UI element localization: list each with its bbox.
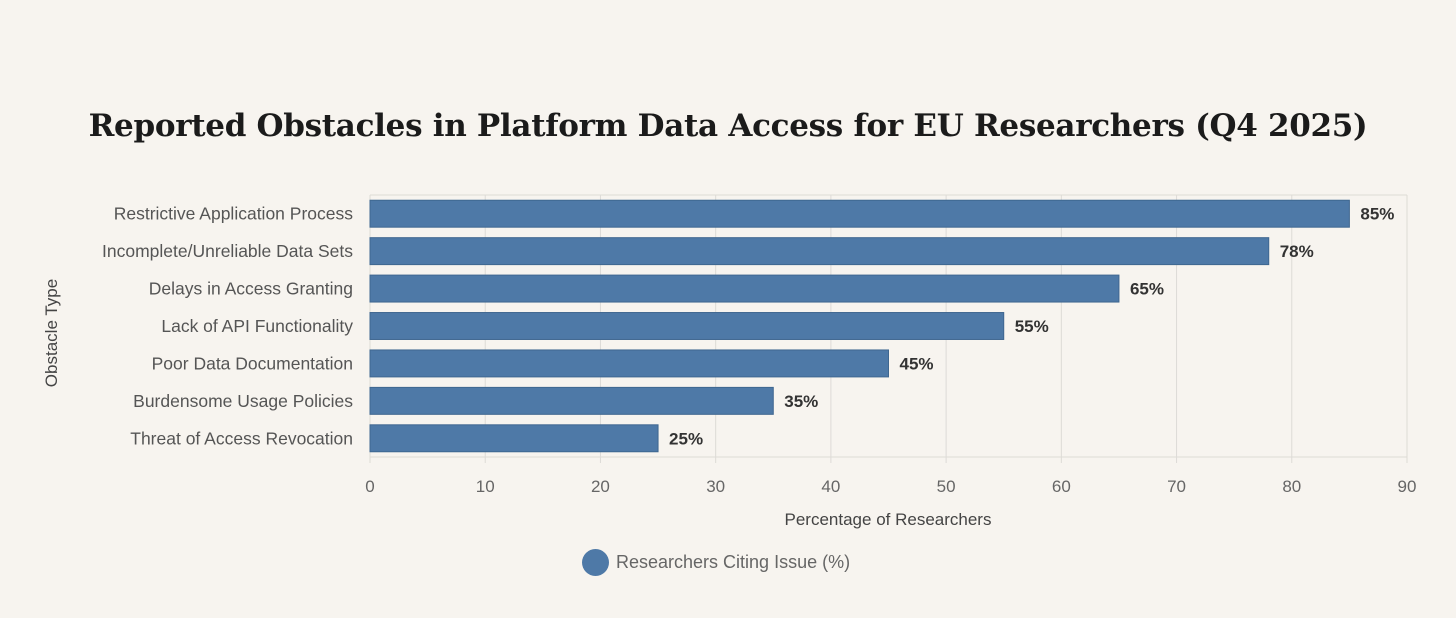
x-tick-label: 80 (1282, 477, 1301, 496)
x-tick-label: 70 (1167, 477, 1186, 496)
y-category-label: Lack of API Functionality (161, 316, 353, 336)
data-label: 85% (1360, 205, 1394, 224)
y-category-label: Poor Data Documentation (152, 353, 353, 373)
bar[interactable] (369, 424, 659, 453)
y-category-label: Incomplete/Unreliable Data Sets (102, 241, 353, 261)
bar[interactable] (369, 237, 1270, 266)
legend-swatch-icon (582, 548, 609, 576)
legend[interactable]: Researchers Citing Issue (%) (582, 547, 850, 577)
y-axis-title: Obstacle Type (42, 279, 61, 387)
data-label: 45% (900, 354, 934, 373)
x-tick-label: 30 (706, 477, 725, 496)
x-tick-label: 60 (1052, 477, 1071, 496)
chart-title: Reported Obstacles in Platform Data Acce… (88, 108, 1368, 144)
y-category-label: Delays in Access Granting (149, 279, 353, 299)
data-label: 35% (784, 392, 818, 411)
bar[interactable] (369, 199, 1350, 228)
x-tick-label: 90 (1398, 477, 1417, 496)
data-label: 55% (1015, 317, 1049, 336)
bar[interactable] (369, 312, 1005, 340)
y-category-label: Threat of Access Revocation (130, 428, 353, 448)
bar[interactable] (369, 274, 1120, 303)
x-tick-label: 40 (821, 477, 840, 496)
data-label: 25% (669, 429, 703, 448)
data-label: 65% (1130, 280, 1164, 299)
data-label: 78% (1280, 242, 1314, 261)
y-category-label: Burdensome Usage Policies (133, 391, 353, 411)
x-tick-label: 50 (937, 477, 956, 496)
legend-label: Researchers Citing Issue (%) (616, 551, 851, 572)
x-tick-label: 0 (365, 477, 374, 496)
bars (369, 199, 1350, 453)
y-category-label: Restrictive Application Process (114, 204, 354, 224)
x-axis-title: Percentage of Researchers (785, 510, 992, 529)
labels: 0 10 20 30 40 50 60 70 80 90 Restrictive Applicati… (102, 204, 1416, 496)
bar[interactable] (369, 386, 774, 415)
bar[interactable] (369, 349, 889, 378)
x-tick-label: 10 (476, 477, 495, 496)
x-tick-label: 20 (591, 477, 610, 496)
